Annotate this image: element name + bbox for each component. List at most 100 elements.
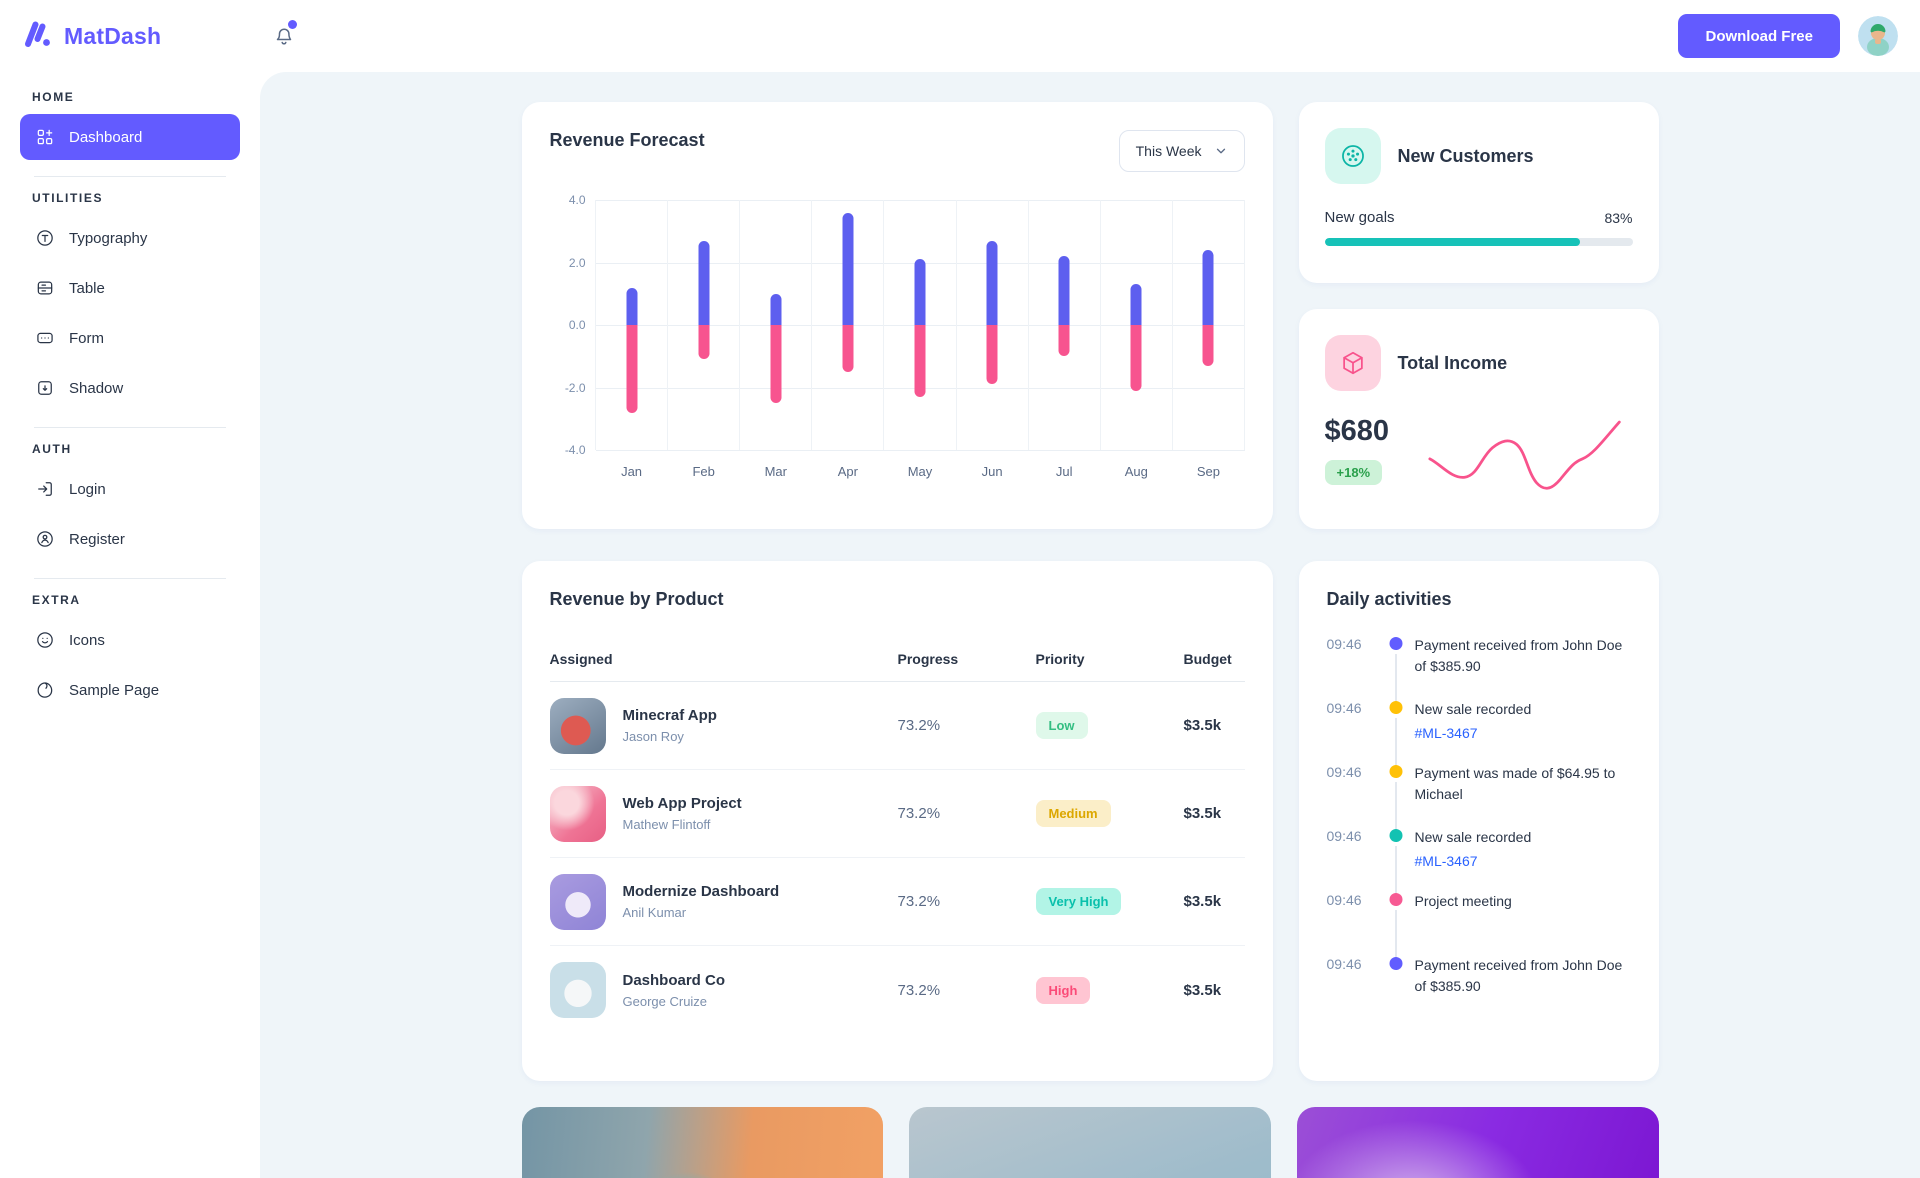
bar-positive-jul bbox=[1058, 256, 1070, 325]
timeline-dot bbox=[1389, 637, 1402, 650]
timeline-connector bbox=[1394, 782, 1397, 833]
activity-time: 09:46 bbox=[1326, 700, 1362, 716]
sidebar-section-label: HOME bbox=[32, 90, 75, 104]
gridline-vertical bbox=[595, 200, 596, 450]
activity-description: Payment received from John Doe of $385.9… bbox=[1414, 637, 1623, 674]
budget-value: $3.5k bbox=[1183, 981, 1222, 999]
product-name: Dashboard Co bbox=[622, 971, 726, 989]
sidebar-item-register[interactable]: Register bbox=[20, 516, 240, 562]
period-select[interactable]: This Week bbox=[1118, 130, 1245, 172]
gridline-vertical bbox=[811, 200, 813, 450]
gridline-horizontal bbox=[595, 450, 1245, 451]
typography-icon bbox=[34, 228, 55, 249]
table-row-modernize-dashboard[interactable]: Modernize Dashboard Anil Kumar 73.2% Very H… bbox=[549, 858, 1245, 946]
promo-row bbox=[521, 1107, 1659, 1178]
sidebar-divider bbox=[34, 176, 226, 177]
column-header-priority: Priority bbox=[1035, 650, 1085, 667]
activities-timeline: 09:46 Payment received from John Doe of $… bbox=[1327, 634, 1631, 1018]
product-thumbnail-modernize bbox=[549, 873, 606, 930]
priority-cell: Medium bbox=[1035, 800, 1184, 827]
timeline-marker bbox=[1377, 826, 1415, 897]
sidebar-item-table[interactable]: Table bbox=[20, 265, 240, 311]
y-axis-tick: 4.0 bbox=[568, 193, 586, 207]
notifications-button[interactable] bbox=[264, 16, 304, 56]
x-axis-label: Apr bbox=[837, 464, 858, 479]
daily-activities-card: Daily activities 09:46 Payment received f… bbox=[1298, 561, 1659, 1081]
sidebar-item-icons[interactable]: Icons bbox=[20, 617, 240, 663]
income-sparkline bbox=[1427, 420, 1621, 490]
sidebar-item-label: Form bbox=[69, 329, 104, 347]
new-goals-percent: 83% bbox=[1604, 209, 1633, 226]
revenue-by-product-title: Revenue by Product bbox=[549, 589, 724, 609]
table-row-minecraf-app[interactable]: Minecraf App Jason Roy 73.2% Low $3.5k bbox=[549, 682, 1245, 770]
product-thumbnail-minecraft bbox=[549, 697, 606, 754]
activity-link[interactable]: #ML-3467 bbox=[1414, 725, 1478, 741]
daily-activities-title: Daily activities bbox=[1326, 589, 1452, 609]
assigned-cell: Modernize Dashboard Anil Kumar bbox=[549, 873, 898, 930]
new-goals-label: New goals bbox=[1324, 209, 1395, 226]
sidebar-item-login[interactable]: Login bbox=[20, 466, 240, 512]
timeline-connector bbox=[1394, 846, 1397, 897]
activity-time: 09:46 bbox=[1326, 828, 1362, 844]
budget-value: $3.5k bbox=[1183, 805, 1222, 822]
column-header-budget: Budget bbox=[1183, 650, 1232, 667]
table-row-dashboard-co[interactable]: Dashboard Co George Cruize 73.2% High $3.5k bbox=[549, 946, 1245, 1034]
activity-description: Payment received from John Doe of $385.9… bbox=[1414, 957, 1623, 994]
sidebar-item-form[interactable]: Form bbox=[20, 315, 240, 361]
sidebar-item-label: Login bbox=[69, 480, 106, 498]
bar-positive-sep bbox=[1202, 250, 1214, 325]
sidebar-item-sample-page[interactable]: Sample Page bbox=[20, 667, 240, 713]
sidebar-section-label: EXTRA bbox=[32, 593, 81, 607]
product-person: Jason Roy bbox=[622, 729, 684, 744]
budget-value: $3.5k bbox=[1183, 717, 1222, 734]
form-icon bbox=[34, 328, 55, 349]
gridline-vertical bbox=[955, 200, 957, 450]
brand-logo[interactable]: MatDash bbox=[20, 17, 264, 56]
table-icon bbox=[34, 278, 55, 299]
apps-add-icon bbox=[34, 127, 55, 148]
bar-positive-may bbox=[914, 259, 926, 325]
activity-link[interactable]: #ML-3467 bbox=[1414, 853, 1478, 869]
revenue-forecast-card: Revenue Forecast This Week 4.0 2.0 0.0 -2.0… bbox=[521, 102, 1273, 529]
progress-value: 73.2% bbox=[897, 717, 941, 734]
timeline-connector bbox=[1394, 718, 1397, 769]
sidebar-divider bbox=[34, 427, 226, 428]
bar-negative-jul bbox=[1058, 325, 1070, 357]
priority-badge: Low bbox=[1035, 712, 1088, 739]
bar-negative-aug bbox=[1130, 325, 1142, 391]
activity-description: New sale recorded bbox=[1414, 829, 1532, 845]
activity-time: 09:46 bbox=[1326, 636, 1362, 652]
bar-positive-jan bbox=[626, 287, 638, 325]
product-name: Web App Project bbox=[622, 795, 742, 812]
activity-time: 09:46 bbox=[1326, 764, 1362, 780]
bar-negative-mar bbox=[770, 325, 782, 404]
sidebar-divider bbox=[34, 578, 226, 579]
sidebar-section-label: UTILITIES bbox=[32, 191, 104, 205]
sidebar-item-dashboard[interactable]: Dashboard bbox=[20, 114, 240, 160]
activity-description: New sale recorded bbox=[1414, 701, 1532, 717]
activity-item: 09:46 Project meeting bbox=[1327, 890, 1631, 961]
timeline-dot bbox=[1389, 957, 1402, 970]
activity-item: 09:46 Payment was made of $64.95 to Micha… bbox=[1326, 762, 1631, 833]
product-person: Anil Kumar bbox=[622, 905, 687, 920]
column-header-progress: Progress bbox=[897, 650, 959, 667]
download-free-button[interactable]: Download Free bbox=[1678, 14, 1840, 58]
timeline-marker bbox=[1377, 954, 1415, 1018]
user-avatar[interactable] bbox=[1858, 16, 1898, 56]
products-table: Assigned Progress Priority Budget Minecraf A… bbox=[549, 636, 1245, 1034]
timeline-marker bbox=[1377, 762, 1415, 833]
sidebar-item-label: Register bbox=[69, 530, 125, 548]
bar-negative-feb bbox=[698, 325, 710, 360]
sidebar-item-label: Typography bbox=[69, 229, 148, 247]
activity-item: 09:46 Payment received from John Doe of $… bbox=[1327, 954, 1631, 1018]
total-income-change-badge: +18% bbox=[1324, 460, 1383, 485]
gridline-vertical bbox=[739, 200, 741, 450]
bar-positive-mar bbox=[770, 293, 782, 325]
table-row-web-app-project[interactable]: Web App Project Mathew Flintoff 73.2% Mediu… bbox=[549, 770, 1245, 858]
sidebar-item-shadow[interactable]: Shadow bbox=[20, 365, 240, 411]
priority-cell: Very High bbox=[1035, 888, 1184, 915]
total-income-title: Total Income bbox=[1397, 352, 1508, 373]
product-person: George Cruize bbox=[622, 993, 708, 1009]
chart-y-axis: 4.0 2.0 0.0 -2.0 -4.0 bbox=[550, 193, 596, 457]
sidebar-item-typography[interactable]: Typography bbox=[20, 215, 240, 261]
